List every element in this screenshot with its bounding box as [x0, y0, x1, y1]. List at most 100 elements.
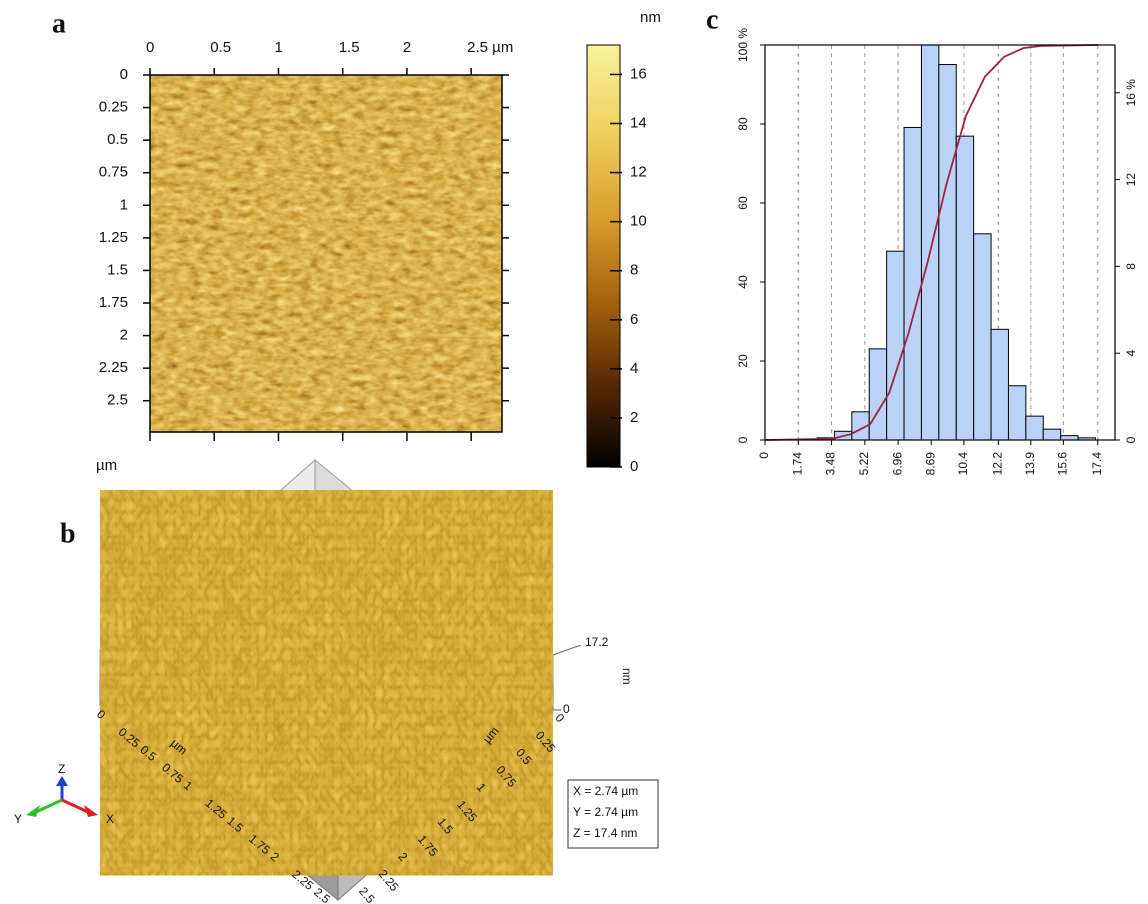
y-tick-label: 2.5	[356, 884, 378, 904]
x-tick-label: 1.5	[339, 39, 360, 56]
axis-arrow-head	[84, 805, 98, 817]
histogram-bar	[1060, 435, 1079, 441]
x-tick-label: 1	[274, 39, 282, 56]
y-tick-label: 0.75	[99, 164, 128, 181]
y-tick-label: 1	[474, 780, 489, 794]
y-tick-label: 1.75	[99, 294, 128, 311]
x-tick-label: 1.74	[790, 452, 804, 476]
y-tick-label: 2.25	[376, 867, 402, 894]
colorbar	[586, 44, 621, 468]
y2-tick-label: 12	[1124, 173, 1138, 187]
info-line: Y = 2.74 µm	[573, 805, 638, 819]
axis-label: Y	[14, 812, 22, 826]
colorbar-tick-label: 8	[630, 262, 638, 279]
x-tick-label: 3.48	[824, 452, 838, 476]
y-tick-label: 0	[120, 66, 128, 83]
colorbar-tick-label: 14	[630, 114, 647, 131]
y2-tick-label: 8	[1124, 263, 1138, 270]
y-tick-label: 1.5	[435, 815, 457, 837]
colorbar-tick-label: 6	[630, 311, 638, 328]
x-tick-label: 0	[757, 452, 771, 459]
y2-tick-label: 4	[1124, 350, 1138, 357]
plot-frame	[764, 44, 1116, 441]
y-tick-label: 0.5	[513, 746, 535, 768]
y-tick-label: 0	[736, 436, 750, 443]
axis-arrow	[35, 798, 63, 814]
x-tick-label: 12.2	[991, 452, 1005, 476]
colorbar-tick-label: 10	[630, 213, 647, 230]
x-tick-label: 2.5 µm	[467, 39, 513, 56]
histogram-bar	[868, 348, 888, 441]
y2-tick-label: 0	[1124, 436, 1138, 443]
y-tick-label: 0.75	[493, 763, 519, 790]
image-frame	[149, 74, 503, 433]
panel-label: b	[60, 518, 76, 549]
x-tick-label: 15.6	[1056, 452, 1070, 476]
histogram-bar	[920, 44, 940, 441]
y-tick-label: 60	[736, 196, 750, 210]
x-tick-label: 6.96	[890, 452, 904, 476]
y-tick-label: 2	[395, 850, 410, 864]
y-tick-label: 0.25	[99, 99, 128, 116]
z-tick-label: 17.2	[585, 635, 609, 649]
y-axis-label: µm	[96, 457, 117, 474]
x-tick-label: 17.4	[1090, 452, 1104, 476]
axis-arrow	[61, 798, 89, 814]
y-tick-label: 40	[736, 275, 750, 289]
x-tick-label: 0	[94, 707, 108, 722]
z-tick	[552, 644, 582, 656]
y-tick-label: 1	[120, 196, 128, 213]
histogram-bar	[990, 328, 1009, 441]
cumulative-line	[764, 44, 1098, 441]
z-axis-label: nm	[620, 668, 634, 685]
y-tick-label: 2.25	[99, 359, 128, 376]
histogram-bar	[1007, 385, 1027, 441]
x-tick-label: 2	[268, 849, 282, 864]
histogram-bar	[903, 126, 922, 441]
y-tick-label: 1.5	[107, 261, 128, 278]
x-tick-label: 13.9	[1023, 452, 1037, 476]
colorbar-tick-label: 4	[630, 360, 638, 377]
afm-image	[150, 75, 502, 432]
y-tick-label: 1.25	[454, 798, 480, 825]
y-tick-label: 20	[736, 354, 750, 368]
surface	[100, 490, 553, 876]
x-tick-label: 0	[146, 39, 154, 56]
histogram-bar	[1042, 428, 1062, 441]
x-tick-label: 0.5	[210, 39, 231, 56]
colorbar-tick-label: 12	[630, 164, 647, 181]
x-tick-label: 2	[403, 39, 411, 56]
z-tick-label: 0	[563, 702, 570, 716]
y-tick-label: 2.5	[107, 392, 128, 409]
axis-arrow-head	[56, 776, 68, 786]
histogram-bar	[1025, 415, 1044, 441]
x-tick-label: 1	[181, 778, 195, 793]
y-tick-label: 100 %	[736, 28, 750, 62]
info-line: X = 2.74 µm	[573, 784, 638, 798]
y-tick-label: 0.5	[107, 131, 128, 148]
x-tick-label: 10.4	[956, 452, 970, 476]
x-tick-label: 5.22	[857, 452, 871, 476]
histogram-bar	[938, 64, 957, 441]
histogram-bar	[955, 135, 975, 441]
panel-label: c	[706, 4, 718, 35]
y2-tick-label: 16 %	[1124, 79, 1138, 107]
y-tick-label: 80	[736, 117, 750, 131]
x-tick-label: 8.69	[923, 452, 937, 476]
axis-label: Z	[58, 762, 65, 776]
y-tick-label: 0.25	[533, 728, 559, 755]
colorbar-tick-label: 2	[630, 409, 638, 426]
axis-label: X	[106, 812, 114, 826]
histogram-bar	[973, 233, 992, 441]
colorbar-label: nm	[640, 9, 661, 26]
y-tick-label: 1.25	[99, 229, 128, 246]
axis-arrow-head	[26, 805, 40, 817]
colorbar-tick-label: 0	[630, 458, 638, 475]
info-box	[567, 779, 659, 849]
panel-label: a	[52, 8, 66, 39]
histogram-bar	[886, 250, 905, 441]
colorbar-tick-label: 16	[630, 65, 647, 82]
info-line: Z = 17.4 nm	[573, 826, 637, 840]
y-tick-label: 2	[120, 327, 128, 344]
